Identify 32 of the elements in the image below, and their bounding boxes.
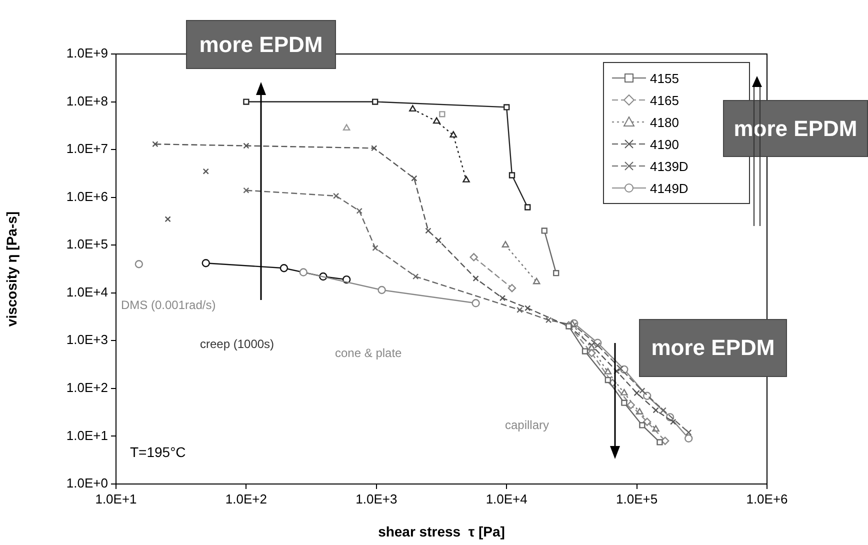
y-tick-label: 1.0E+6 (66, 188, 108, 204)
annotation: DMS (0.001rad/s) (121, 298, 216, 312)
legend-label: 4180 (650, 114, 679, 130)
y-tick-label: 1.0E+5 (66, 236, 108, 252)
y-tick-label: 1.0E+9 (66, 46, 108, 61)
y-tick-label: 1.0E+4 (66, 284, 108, 300)
x-tick-label: 1.0E+6 (746, 491, 788, 506)
y-tick-label: 1.0E+0 (66, 476, 108, 491)
annotation: cone & plate (335, 346, 402, 360)
annotation: more EPDM (186, 20, 336, 69)
legend-label: 4190 (650, 136, 679, 152)
x-tick-label: 1.0E+2 (225, 491, 267, 506)
legend-label: 4149D (650, 180, 688, 196)
annotation: capillary (505, 418, 550, 432)
annotation: more EPDM (723, 100, 868, 157)
x-tick-label: 1.0E+3 (356, 491, 398, 506)
annotation: more EPDM (639, 319, 787, 377)
y-axis-title: viscosity η [Pa-s] (3, 211, 20, 327)
y-tick-label: 1.0E+2 (66, 380, 108, 396)
x-tick-label: 1.0E+1 (95, 491, 137, 506)
y-tick-label: 1.0E+3 (66, 332, 108, 348)
legend-label: 4155 (650, 70, 679, 86)
y-tick-label: 1.0E+7 (66, 141, 108, 156)
annotation: creep (1000s) (200, 337, 274, 351)
legend-label: 4139D (650, 158, 688, 174)
legend-label: 4165 (650, 92, 679, 108)
x-tick-label: 1.0E+4 (486, 491, 528, 506)
y-tick-label: 1.0E+1 (66, 428, 108, 443)
x-axis-title: shear stress τ [Pa] (378, 523, 505, 540)
y-tick-label: 1.0E+8 (66, 93, 108, 108)
x-tick-label: 1.0E+5 (616, 491, 658, 506)
annotation: T=195°C (130, 444, 186, 460)
